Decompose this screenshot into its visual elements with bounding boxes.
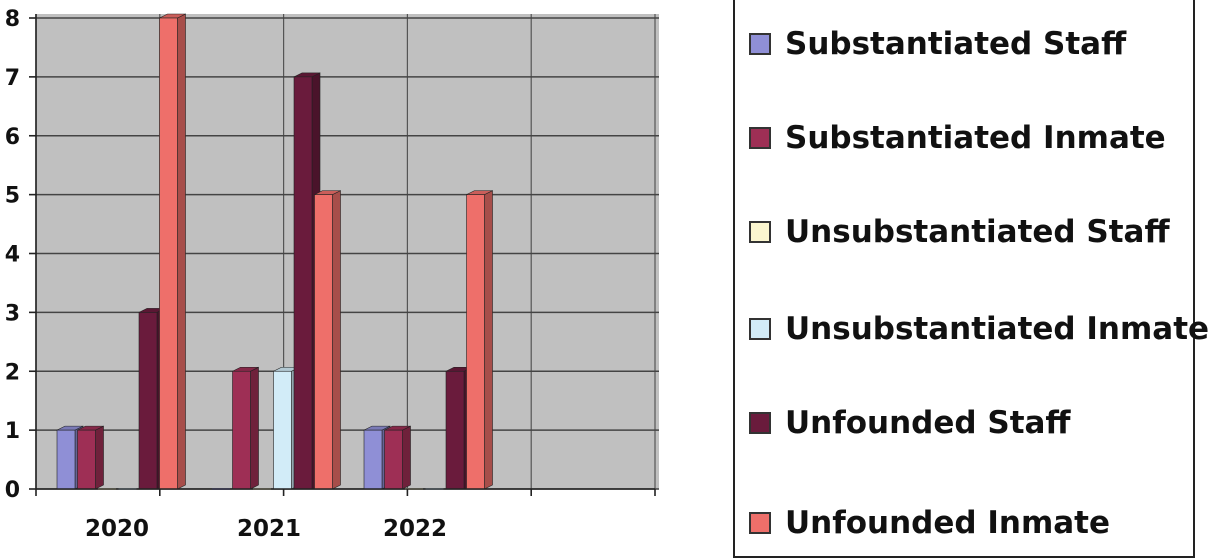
bar (314, 190, 341, 490)
bar-front (138, 312, 158, 490)
bar (384, 425, 411, 490)
gridlines (35, 14, 659, 490)
bar-front (232, 370, 251, 490)
legend-swatch (749, 221, 771, 243)
legend-swatch (749, 512, 771, 534)
bar (159, 13, 186, 490)
y-tick-label: 7 (5, 66, 20, 91)
y-tick-label: 8 (5, 7, 20, 32)
legend-swatch (749, 412, 771, 434)
bar (232, 366, 259, 490)
y-tick-label: 6 (5, 125, 20, 150)
bar-front (466, 194, 485, 490)
bar-side (484, 190, 493, 490)
bar-side (177, 13, 186, 490)
bar-front (273, 370, 292, 490)
legend-item: Substantiated Inmate (749, 120, 1166, 156)
x-tick-label: 2021 (237, 516, 301, 542)
bar-front (363, 429, 383, 490)
legend-item: Unfounded Staff (749, 405, 1071, 441)
legend-swatch (749, 127, 771, 149)
legend-item: Unsubstantiated Inmate (749, 311, 1209, 347)
bar (138, 307, 166, 490)
bar (466, 190, 493, 490)
y-tick-label: 3 (5, 301, 20, 326)
bar-front (314, 194, 333, 490)
bar-front (293, 76, 313, 490)
legend-item: Unfounded Inmate (749, 505, 1110, 541)
y-tick-label: 0 (5, 478, 20, 503)
bar-chart: 0 1 2 3 4 5 6 7 8 2020 2021 2022 (5, 7, 659, 542)
plot-area (36, 14, 659, 489)
y-tick-label: 5 (5, 184, 20, 209)
y-tick-label: 2 (5, 360, 20, 385)
bar-side (332, 190, 341, 490)
legend-label: Unfounded Staff (785, 405, 1071, 441)
bar (77, 425, 104, 490)
bar-front (56, 429, 76, 490)
legend-label: Unsubstantiated Inmate (785, 311, 1209, 347)
legend-label: Unfounded Inmate (785, 505, 1111, 541)
legend-label: Unsubstantiated Staff (785, 214, 1170, 250)
x-tick-labels: 2020 2021 2022 (85, 516, 447, 542)
legend-swatch (749, 318, 771, 340)
bar-side (95, 425, 104, 490)
y-tick-label: 1 (5, 419, 20, 444)
x-tick-label: 2022 (383, 516, 447, 542)
axes (35, 14, 656, 496)
bar-side (250, 366, 259, 490)
bar-front (77, 429, 96, 490)
legend-label: Substantiated Staff (785, 26, 1127, 62)
legend-swatch (749, 33, 771, 55)
legend-item: Unsubstantiated Staff (749, 214, 1170, 250)
bar-side (402, 425, 411, 490)
bar-front (445, 370, 465, 490)
y-tick-label: 4 (5, 243, 20, 268)
bars (56, 13, 493, 490)
x-tick-label: 2020 (85, 516, 149, 542)
bar-front (384, 429, 403, 490)
legend-item: Substantiated Staff (749, 26, 1126, 62)
bar-front (159, 17, 178, 490)
legend: Substantiated Staff Substantiated Inmate U… (733, 0, 1209, 558)
legend-label: Substantiated Inmate (785, 120, 1166, 156)
y-tick-labels: 0 1 2 3 4 5 6 7 8 (5, 7, 36, 503)
plot-background (36, 14, 659, 489)
